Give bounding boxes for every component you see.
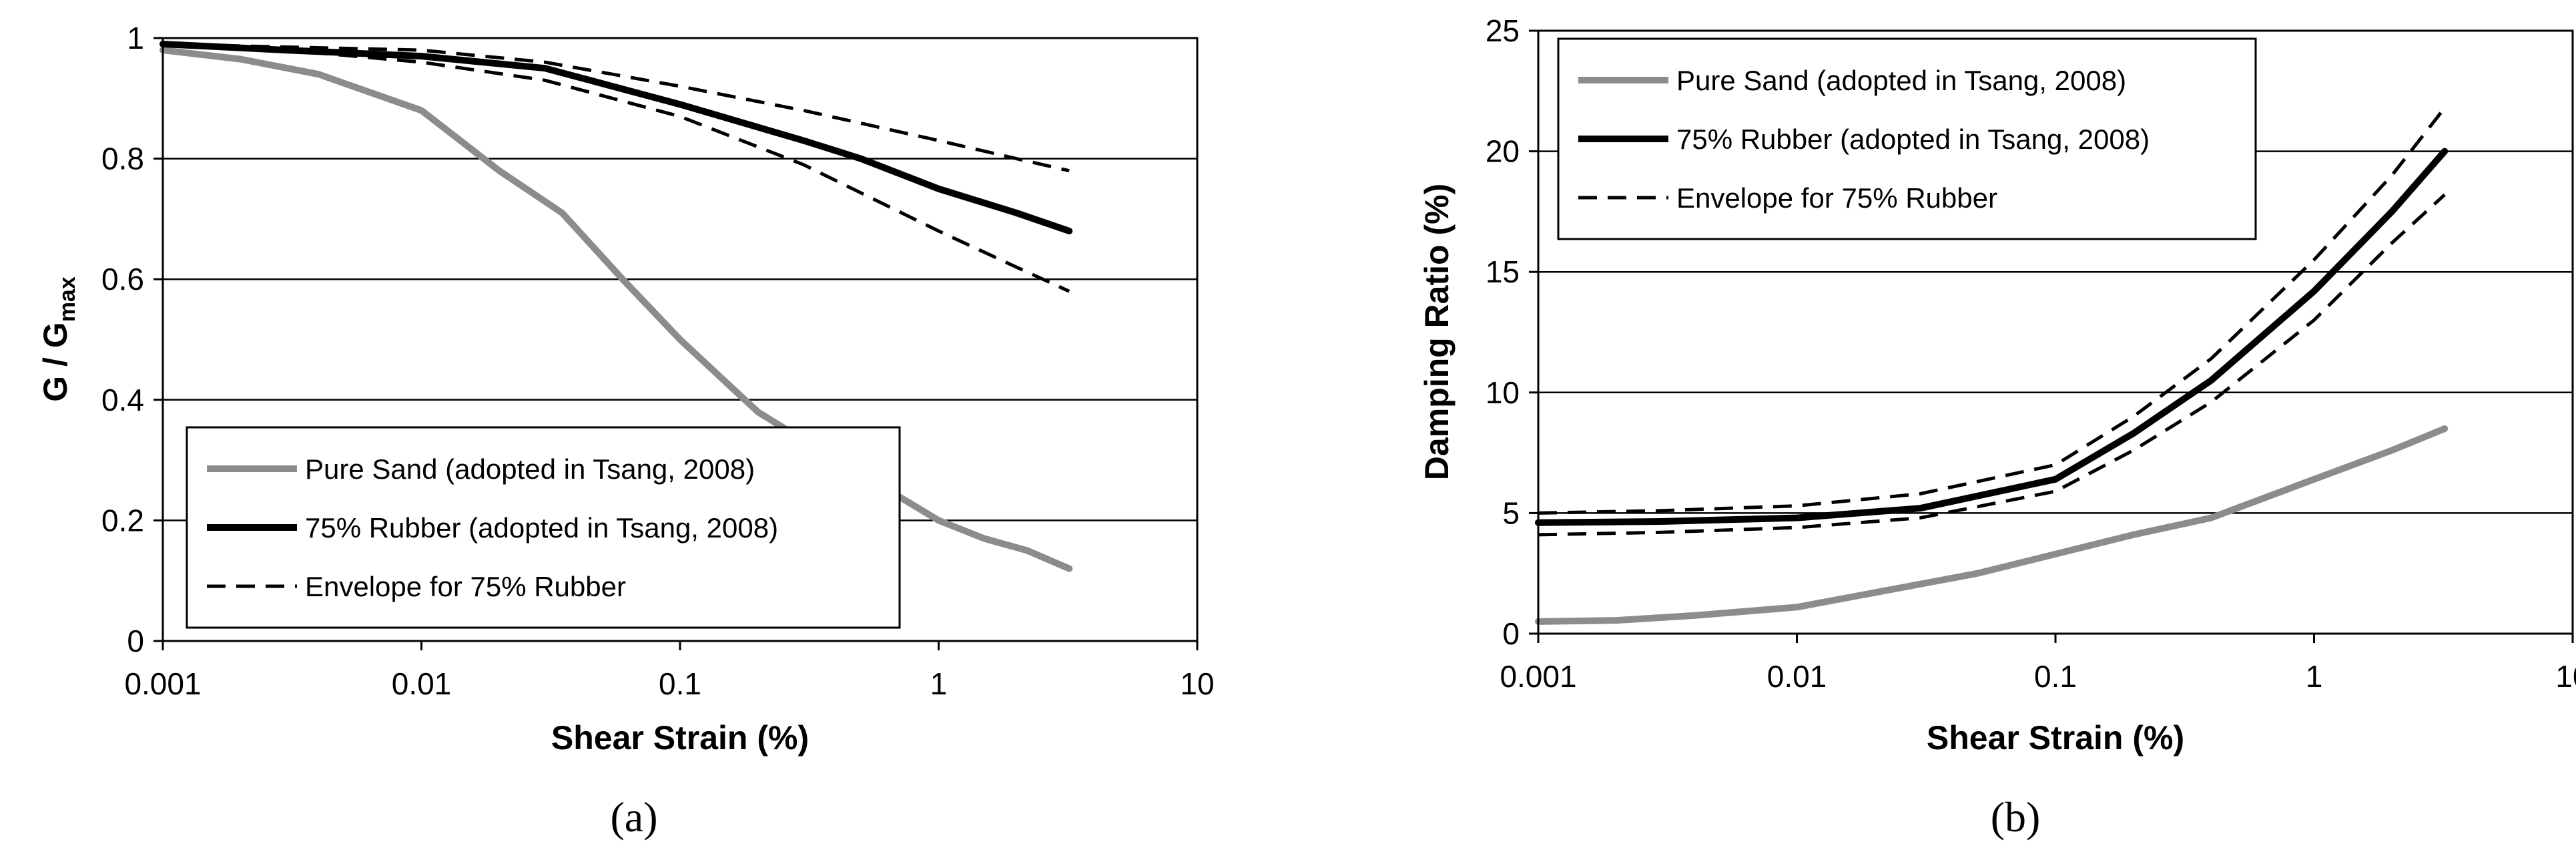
legend-label: 75% Rubber (adopted in Tsang, 2008) bbox=[305, 512, 778, 544]
y-tick-labels: 0 5 10 15 20 25 bbox=[1486, 13, 1538, 651]
x-tick-label: 1 bbox=[930, 666, 948, 701]
series-line-envelope bbox=[1538, 107, 2447, 515]
legend: Pure Sand (adopted in Tsang, 2008) 75% Ru… bbox=[186, 426, 901, 629]
y-axis-label-text: G / Gmax bbox=[37, 276, 80, 402]
y-tick-label: 5 bbox=[1502, 495, 1520, 530]
legend-box bbox=[186, 426, 901, 629]
x-tick-label: 0.001 bbox=[124, 666, 201, 701]
y-tick-label: 0.2 bbox=[101, 503, 144, 537]
panel-label-b: (b) bbox=[1991, 793, 2041, 841]
x-tick-label: 0.01 bbox=[1767, 659, 1827, 694]
y-tick-label: 0.8 bbox=[101, 142, 144, 176]
x-tick-label: 0.1 bbox=[2034, 659, 2077, 694]
x-tick-labels: 0.001 0.01 0.1 1 10 bbox=[1500, 634, 2576, 694]
x-axis-label: Shear Strain (%) bbox=[1927, 719, 2184, 756]
y-tick-label: 15 bbox=[1486, 254, 1520, 289]
series-group bbox=[159, 41, 1073, 572]
panel-label-a: (a) bbox=[610, 793, 657, 841]
series-group bbox=[1535, 107, 2449, 625]
legend: Pure Sand (adopted in Tsang, 2008) 75% Ru… bbox=[1557, 37, 2257, 240]
y-tick-label: 0.4 bbox=[101, 383, 144, 417]
series-line-pure-sand bbox=[1535, 425, 2449, 625]
legend-label: Pure Sand (adopted in Tsang, 2008) bbox=[1676, 65, 2126, 96]
x-tick-label: 10 bbox=[1180, 666, 1214, 701]
y-tick-label: 10 bbox=[1486, 375, 1520, 410]
series-line-envelope-lower bbox=[162, 42, 1070, 293]
series-line-envelope bbox=[162, 42, 1070, 173]
x-tick-label: 10 bbox=[2555, 659, 2576, 694]
x-tick-label: 0.1 bbox=[659, 666, 701, 701]
y-tick-label: 20 bbox=[1486, 134, 1520, 169]
x-tick-label: 1 bbox=[2306, 659, 2323, 694]
y-tick-label: 0.6 bbox=[101, 262, 144, 296]
legend-label: Envelope for 75% Rubber bbox=[1676, 182, 1997, 214]
legend-label: Pure Sand (adopted in Tsang, 2008) bbox=[305, 453, 755, 485]
y-tick-label: 1 bbox=[127, 21, 144, 55]
y-axis-label: G / Gmax bbox=[37, 276, 80, 402]
series-line-pure-sand bbox=[159, 47, 1073, 572]
x-tick-label: 0.01 bbox=[392, 666, 452, 701]
chart-panel-a: 00.20.40.60.81 0.001 0.01 0.1 1 10 G / Gmax … bbox=[37, 21, 1215, 841]
y-tick-label: 25 bbox=[1486, 13, 1520, 48]
y-tick-labels: 0 0.2 0.4 0.6 0.8 1 bbox=[101, 21, 163, 658]
series-line-rubber bbox=[1535, 148, 2449, 526]
chart-panel-b: 0 5 10 15 20 25 0.001 0.01 0.1 1 10 Damping Ratio… bbox=[1418, 13, 2576, 841]
y-axis-label: Damping Ratio (%) bbox=[1418, 184, 1456, 480]
x-tick-label: 0.001 bbox=[1500, 659, 1576, 694]
series-line-envelope-lower bbox=[1538, 193, 2446, 537]
legend-label: 75% Rubber (adopted in Tsang, 2008) bbox=[1676, 124, 2150, 155]
legend-label: Envelope for 75% Rubber bbox=[305, 571, 626, 602]
y-tick-label: 0 bbox=[1502, 616, 1520, 651]
y-tick-label: 0 bbox=[127, 624, 144, 658]
x-tick-labels: 0.001 0.01 0.1 1 10 bbox=[124, 641, 1215, 701]
series-line-rubber bbox=[159, 41, 1073, 234]
legend-box bbox=[1557, 37, 2257, 240]
x-axis-label: Shear Strain (%) bbox=[551, 719, 809, 756]
